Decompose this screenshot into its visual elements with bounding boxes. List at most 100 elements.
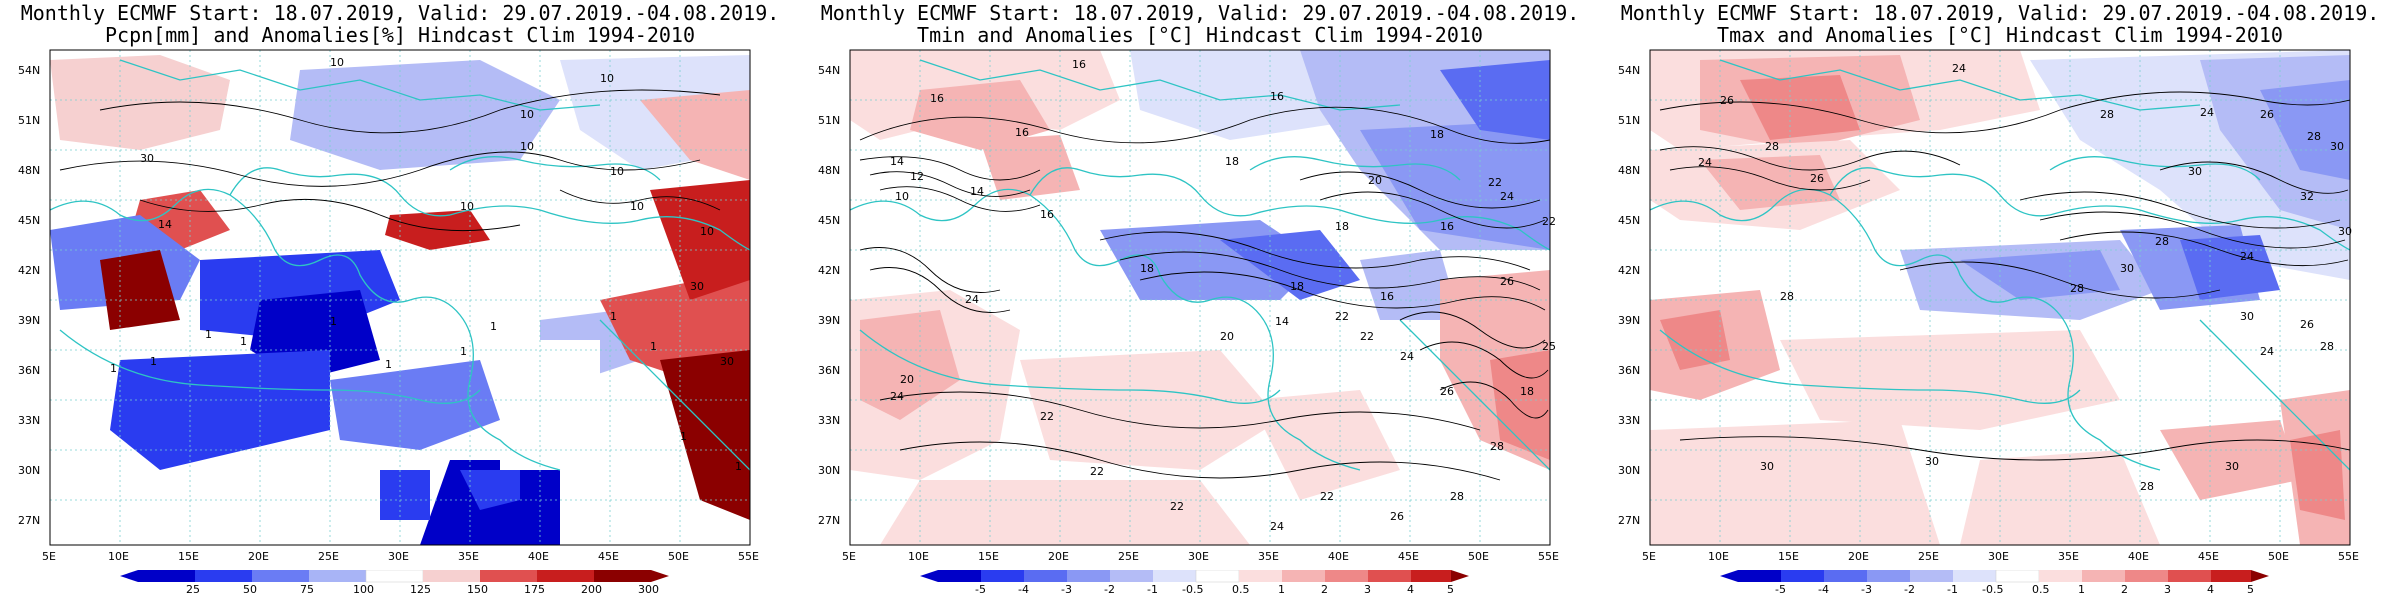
map-label: 75 [300,583,314,594]
map-label: 1 [205,328,212,341]
map-label: 55E [2338,550,2359,563]
map-label: 22 [1320,490,1334,503]
map-label: 39N [1618,314,1640,327]
map-label: 24 [1500,190,1514,203]
map-label: 30E [388,550,409,563]
map-label: 30 [2338,225,2352,238]
map-label: 14 [1275,315,1289,328]
map-label: 33N [18,414,40,427]
map-label: 16 [1015,126,1029,139]
map-label: 10 [630,200,644,213]
map-label: 28 [1765,140,1779,153]
map-label: 20E [248,550,269,563]
panel-tmax: Monthly ECMWF Start: 18.07.2019, Valid: … [1600,0,2400,600]
map-label: 30 [2330,140,2344,153]
map-label: 26 [1720,94,1734,107]
map-label: 1 [460,345,467,358]
map-label: 10 [700,225,714,238]
map-label: 1 [490,320,497,333]
map-label: 18 [1520,385,1534,398]
map-label: 24 [1270,520,1284,533]
map-label: 30 [2188,165,2202,178]
map-label: 30 [2225,460,2239,473]
map-label: 100 [353,583,374,594]
map-label: 28 [2070,282,2084,295]
map-label: 45E [2198,550,2219,563]
map-label: 10 [330,56,344,69]
map-label: 200 [581,583,602,594]
map-label: 27N [1618,514,1640,527]
map-label: 54N [1618,64,1640,77]
map-label: 51N [1618,114,1640,127]
map-label: 27N [818,514,840,527]
map-label: 30E [1188,550,1209,563]
map-label: 42N [18,264,40,277]
map-label: 150 [467,583,488,594]
map-label: 32 [2300,190,2314,203]
map-label: 42N [818,264,840,277]
map-label: 24 [2200,106,2214,119]
map-label: 2 [2121,583,2128,594]
contour-labels: 16 16 16 16 18 18 20 22 24 22 14 12 10 1… [890,58,1556,533]
map-label: 175 [524,583,545,594]
map-label: 50 [243,583,257,594]
colorbar-swatches [1738,570,2251,583]
map-label: 1 [650,340,657,353]
map-label: 16 [1380,290,1394,303]
tmin-map: 16 16 16 16 18 18 20 22 24 22 14 12 10 1… [818,49,1559,563]
map-label: 20 [1220,330,1234,343]
longitude-labels: 5E 10E 15E 20E 25E 30E 35E 40E 45E 50E 5… [42,550,759,563]
map-label: 1 [680,430,687,443]
map-label: 1 [735,460,742,473]
map-label: 30 [690,280,704,293]
map-label: 30N [18,464,40,477]
map-label: -0.5 [1982,583,2003,594]
colorbar-swatches [938,570,1451,583]
map-label: 12 [910,170,924,183]
map-label: 10 [895,190,909,203]
map-label: 40E [528,550,549,563]
map-label: 24 [2240,250,2254,263]
map-label: 40E [2128,550,2149,563]
map-label: 35E [458,550,479,563]
map-label: 14 [158,218,172,231]
colorbar: -5 -4 -3 -2 -1 -0.5 0.5 1 2 3 4 5 [1720,570,2269,594]
map-label: 28 [1450,490,1464,503]
map-label: 5 [1447,583,1454,594]
map-label: -5 [975,583,986,594]
map-label: 18 [1290,280,1304,293]
map-label: 4 [2207,583,2214,594]
map-label: 25 [186,583,200,594]
map-label: 24 [1952,62,1966,75]
map-label: 10E [908,550,929,563]
map-label: 30N [818,464,840,477]
map-label: 27N [18,514,40,527]
map-label: -2 [1904,583,1915,594]
map-label: 30 [140,152,154,165]
map-label: 36N [18,364,40,377]
map-label: 20E [1048,550,1069,563]
map-label: 1 [330,315,337,328]
panel-title-line1: Monthly ECMWF Start: 18.07.2019, Valid: … [1620,1,2380,25]
map-label: 16 [1072,58,1086,71]
map-label: 16 [1270,90,1284,103]
map-label: 5E [842,550,856,563]
map-label: 40E [1328,550,1349,563]
map-label: 30 [1925,455,1939,468]
map-label: 36N [1618,364,1640,377]
colorbar: 25 50 75 100 125 150 175 200 300 [120,570,669,594]
map-label: 0.5 [1232,583,1250,594]
map-label: 26 [1810,172,1824,185]
map-label: 22 [1360,330,1374,343]
panel-title-line1: Monthly ECMWF Start: 18.07.2019, Valid: … [820,1,1580,25]
map-label: 36N [818,364,840,377]
panel-title-line2: Tmin and Anomalies [°C] Hindcast Clim 19… [917,23,1483,47]
map-label: -1 [1147,583,1158,594]
map-label: 125 [410,583,431,594]
precipitation-map: 10 10 10 30 10 10 14 10 10 30 10 30 1 1 … [18,49,759,563]
map-label: 55E [1538,550,1559,563]
map-label: 45E [1398,550,1419,563]
map-label: 25E [1918,550,1939,563]
map-label: 33N [1618,414,1640,427]
map-label: 2 [1321,583,1328,594]
